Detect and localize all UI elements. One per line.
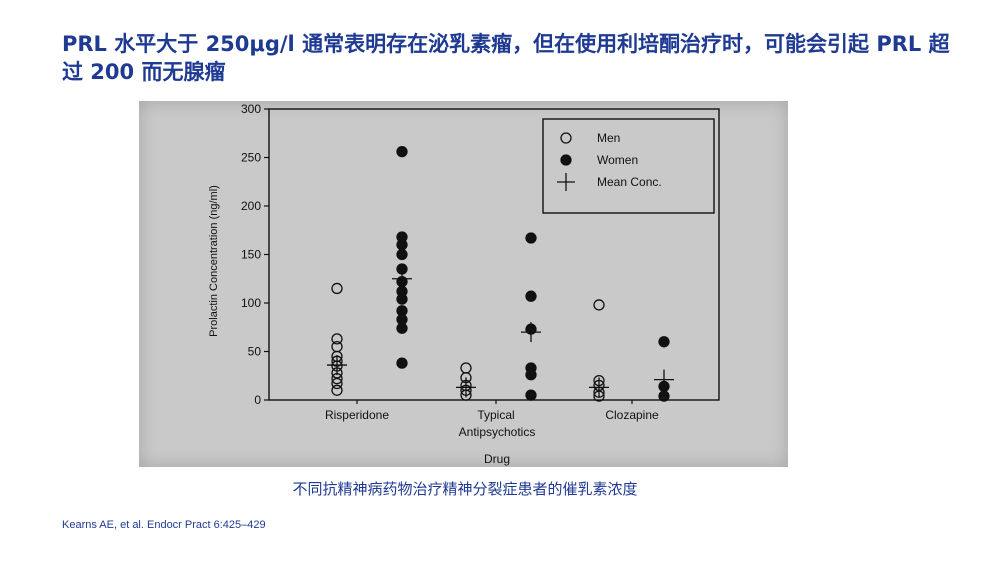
men-point [460, 362, 472, 374]
legend-label: Mean Conc. [597, 175, 662, 189]
y-tick-label: 0 [254, 393, 261, 407]
women-point [396, 248, 408, 261]
y-tick-label: 300 [241, 102, 261, 116]
x-axis: Risperidone Typical Clozapine [325, 400, 659, 422]
men-point [593, 299, 605, 311]
legend-marker [560, 132, 572, 144]
women-point [525, 369, 537, 381]
women-point [525, 232, 537, 244]
y-tick-label: 50 [248, 345, 262, 359]
prolactin-figure: 0 50 100 150 200 250 300 Risperidone Typical Clo… [139, 101, 788, 467]
slide-title: PRL 水平大于 250μg/l 通常表明存在泌乳素瘤，但在使用利培酮治疗时，可… [62, 32, 950, 84]
mean-marker [589, 377, 609, 398]
y-tick-label: 100 [241, 296, 261, 310]
women-point [525, 389, 537, 401]
x-tick-label: Clozapine [605, 408, 659, 422]
x-axis-sublabel: Drug [484, 452, 510, 466]
y-tick-label: 250 [241, 151, 261, 165]
legend-marker [557, 173, 575, 191]
women-point [658, 390, 670, 402]
x-tick-label: Risperidone [325, 408, 389, 422]
mean-marker [521, 322, 541, 343]
men-point [331, 340, 343, 353]
men-point [331, 377, 343, 390]
legend-label: Women [597, 153, 638, 167]
legend-label: Men [597, 131, 620, 145]
x-axis-label: Antipsychotics [459, 425, 536, 439]
y-axis-label: Prolactin Concentration (ng/ml) [208, 185, 220, 337]
prolactin-chart: 0 50 100 150 200 250 300 Risperidone Typical Clo… [208, 102, 720, 466]
men-point [331, 333, 343, 345]
mean-marker [654, 369, 674, 390]
data-points [327, 146, 674, 402]
y-tick-label: 150 [241, 248, 261, 262]
y-tick-label: 200 [241, 199, 261, 213]
men-point [331, 282, 343, 295]
women-point [396, 293, 408, 305]
women-point [396, 239, 408, 251]
women-point [525, 290, 537, 302]
mean-marker [327, 355, 347, 376]
women-point [396, 357, 408, 369]
men-point [331, 384, 343, 396]
legend-box [542, 118, 715, 214]
legend: Men Women Mean Conc. [542, 118, 715, 214]
mean-marker [392, 268, 412, 289]
women-point [396, 322, 408, 334]
figure-caption: 不同抗精神病药物治疗精神分裂症患者的催乳素浓度 [292, 480, 638, 498]
women-point [658, 336, 670, 348]
women-point [396, 146, 408, 158]
mean-marker [456, 377, 476, 398]
y-axis: 0 50 100 150 200 250 300 [241, 102, 269, 407]
citation: Kearns AE, et al. Endocr Pract 6:425–429 [62, 519, 266, 531]
legend-marker [560, 154, 572, 166]
x-tick-label: Typical [477, 408, 514, 422]
